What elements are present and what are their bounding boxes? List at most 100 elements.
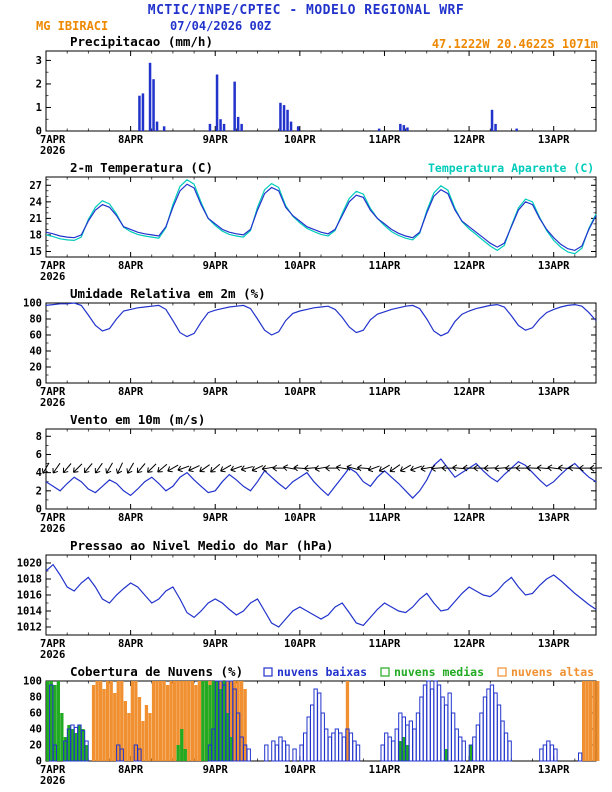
series-nuvens-baixas (49, 680, 583, 762)
svg-text:100: 100 (23, 298, 42, 310)
series-precipitacao (138, 62, 518, 131)
legend-label: Temperatura Aparente (C) (428, 161, 594, 175)
svg-text:10APR: 10APR (284, 638, 316, 650)
svg-text:12APR: 12APR (453, 638, 485, 650)
svg-text:11APR: 11APR (369, 260, 401, 272)
svg-text:6: 6 (36, 449, 42, 461)
legend-swatch-icon (497, 667, 507, 677)
svg-text:80: 80 (29, 314, 42, 326)
svg-text:20: 20 (29, 740, 42, 752)
svg-text:1016: 1016 (17, 590, 42, 602)
svg-text:2026: 2026 (40, 271, 65, 283)
svg-text:2026: 2026 (40, 145, 65, 157)
svg-text:9APR: 9APR (203, 386, 229, 398)
svg-text:24: 24 (29, 196, 42, 208)
svg-text:7APR: 7APR (40, 764, 66, 776)
svg-text:2: 2 (36, 78, 42, 90)
page-title: MCTIC/INPE/CPTEC - MODELO REGIONAL WRF (147, 3, 465, 18)
svg-text:2026: 2026 (40, 523, 65, 535)
svg-text:2026: 2026 (40, 649, 65, 661)
svg-text:9APR: 9APR (203, 512, 229, 524)
svg-text:9APR: 9APR (203, 764, 229, 776)
series-temperatura-aparente (45, 179, 597, 255)
svg-text:8APR: 8APR (118, 386, 144, 398)
legend-swatch-icon (263, 667, 273, 677)
svg-text:60: 60 (29, 708, 42, 720)
svg-text:1018: 1018 (17, 574, 42, 586)
svg-text:15: 15 (29, 246, 42, 258)
svg-text:7APR: 7APR (40, 512, 66, 524)
svg-text:10APR: 10APR (284, 134, 316, 146)
svg-text:27: 27 (29, 180, 42, 192)
svg-text:7APR: 7APR (40, 260, 66, 272)
svg-text:0: 0 (36, 756, 42, 768)
model-run-label: 07/04/2026 00Z (170, 19, 272, 33)
svg-text:13APR: 13APR (538, 512, 570, 524)
svg-text:80: 80 (29, 692, 42, 704)
svg-text:10APR: 10APR (284, 764, 316, 776)
svg-text:9APR: 9APR (203, 134, 229, 146)
series-temperatura-2m (45, 183, 597, 252)
svg-text:3: 3 (36, 55, 42, 67)
panel-clouds-chart: 0 20 40 60 80 100 7APR 8APR 9APR 10APR 11APR 12APR 1… (23, 664, 600, 787)
svg-text:2: 2 (36, 485, 42, 497)
svg-text:2026: 2026 (40, 775, 65, 787)
svg-text:13APR: 13APR (538, 260, 570, 272)
svg-text:13APR: 13APR (538, 386, 570, 398)
svg-text:11APR: 11APR (369, 638, 401, 650)
svg-text:8APR: 8APR (118, 638, 144, 650)
svg-text:13APR: 13APR (538, 638, 570, 650)
page-header: MCTIC/INPE/CPTEC - MODELO REGIONAL WRF M… (0, 0, 612, 34)
svg-text:7APR: 7APR (40, 134, 66, 146)
svg-text:100: 100 (23, 676, 42, 688)
panel-title-humidity: Umidade Relativa em 2m (%) (70, 286, 266, 301)
svg-text:10APR: 10APR (284, 386, 316, 398)
series-umidade-relativa (45, 302, 597, 338)
svg-text:12APR: 12APR (453, 134, 485, 146)
svg-text:13APR: 13APR (538, 764, 570, 776)
svg-text:0: 0 (36, 126, 42, 138)
svg-text:1012: 1012 (17, 622, 42, 634)
svg-text:8APR: 8APR (118, 764, 144, 776)
svg-text:4: 4 (36, 467, 42, 479)
svg-text:11APR: 11APR (369, 764, 401, 776)
panel-wind-chart: 0 2 4 6 8 7APR 8APR 9APR 10APR 11APR 12APR 13APR 202… (36, 412, 603, 535)
svg-text:11APR: 11APR (369, 512, 401, 524)
svg-text:11APR: 11APR (369, 134, 401, 146)
svg-text:9APR: 9APR (203, 260, 229, 272)
svg-text:13APR: 13APR (538, 134, 570, 146)
legend-label: nuvens altas (511, 665, 594, 679)
svg-text:18: 18 (29, 229, 42, 241)
location-label: 47.1222W 20.4622S 1071m (431, 37, 598, 51)
legend-label: nuvens baixas (277, 665, 367, 679)
legend-label: nuvens medias (394, 665, 484, 679)
svg-text:1: 1 (36, 102, 42, 114)
panel-pressure-chart: 1012 1014 1016 1018 1020 7APR 8APR 9APR 10APR 11A… (17, 538, 597, 661)
panel-title-temperature: 2-m Temperatura (C) (70, 160, 213, 175)
panel-title-pressure: Pressao ao Nivel Medio do Mar (hPa) (70, 538, 333, 553)
svg-text:40: 40 (29, 346, 42, 358)
svg-text:11APR: 11APR (369, 386, 401, 398)
meteogram-panels: 0 1 2 3 7APR 8APR 9APR 10APR 11APR 12APR 13APR 2026… (0, 34, 612, 790)
series-vento-velocidade (45, 458, 597, 499)
svg-text:8APR: 8APR (118, 134, 144, 146)
svg-text:7APR: 7APR (40, 386, 66, 398)
svg-text:9APR: 9APR (203, 638, 229, 650)
svg-text:20: 20 (29, 362, 42, 374)
svg-text:10APR: 10APR (284, 260, 316, 272)
svg-text:21: 21 (29, 213, 42, 225)
svg-text:8APR: 8APR (118, 512, 144, 524)
panel-temperature-chart: 15 18 21 24 27 7APR 8APR 9APR 10APR 11APR 12APR 13A… (29, 160, 597, 283)
svg-text:12APR: 12APR (453, 764, 485, 776)
svg-text:12APR: 12APR (453, 260, 485, 272)
svg-text:60: 60 (29, 330, 42, 342)
panel-precipitation-chart: 0 1 2 3 7APR 8APR 9APR 10APR 11APR 12APR 13APR 2026… (36, 34, 597, 157)
series-nuvens-medias (46, 681, 473, 761)
series-vento-direcao-barbs (41, 462, 603, 474)
svg-text:40: 40 (29, 724, 42, 736)
svg-text:1020: 1020 (17, 558, 42, 570)
svg-text:0: 0 (36, 378, 42, 390)
panel-title-wind: Vento em 10m (m/s) (70, 412, 205, 427)
svg-text:12APR: 12APR (453, 386, 485, 398)
